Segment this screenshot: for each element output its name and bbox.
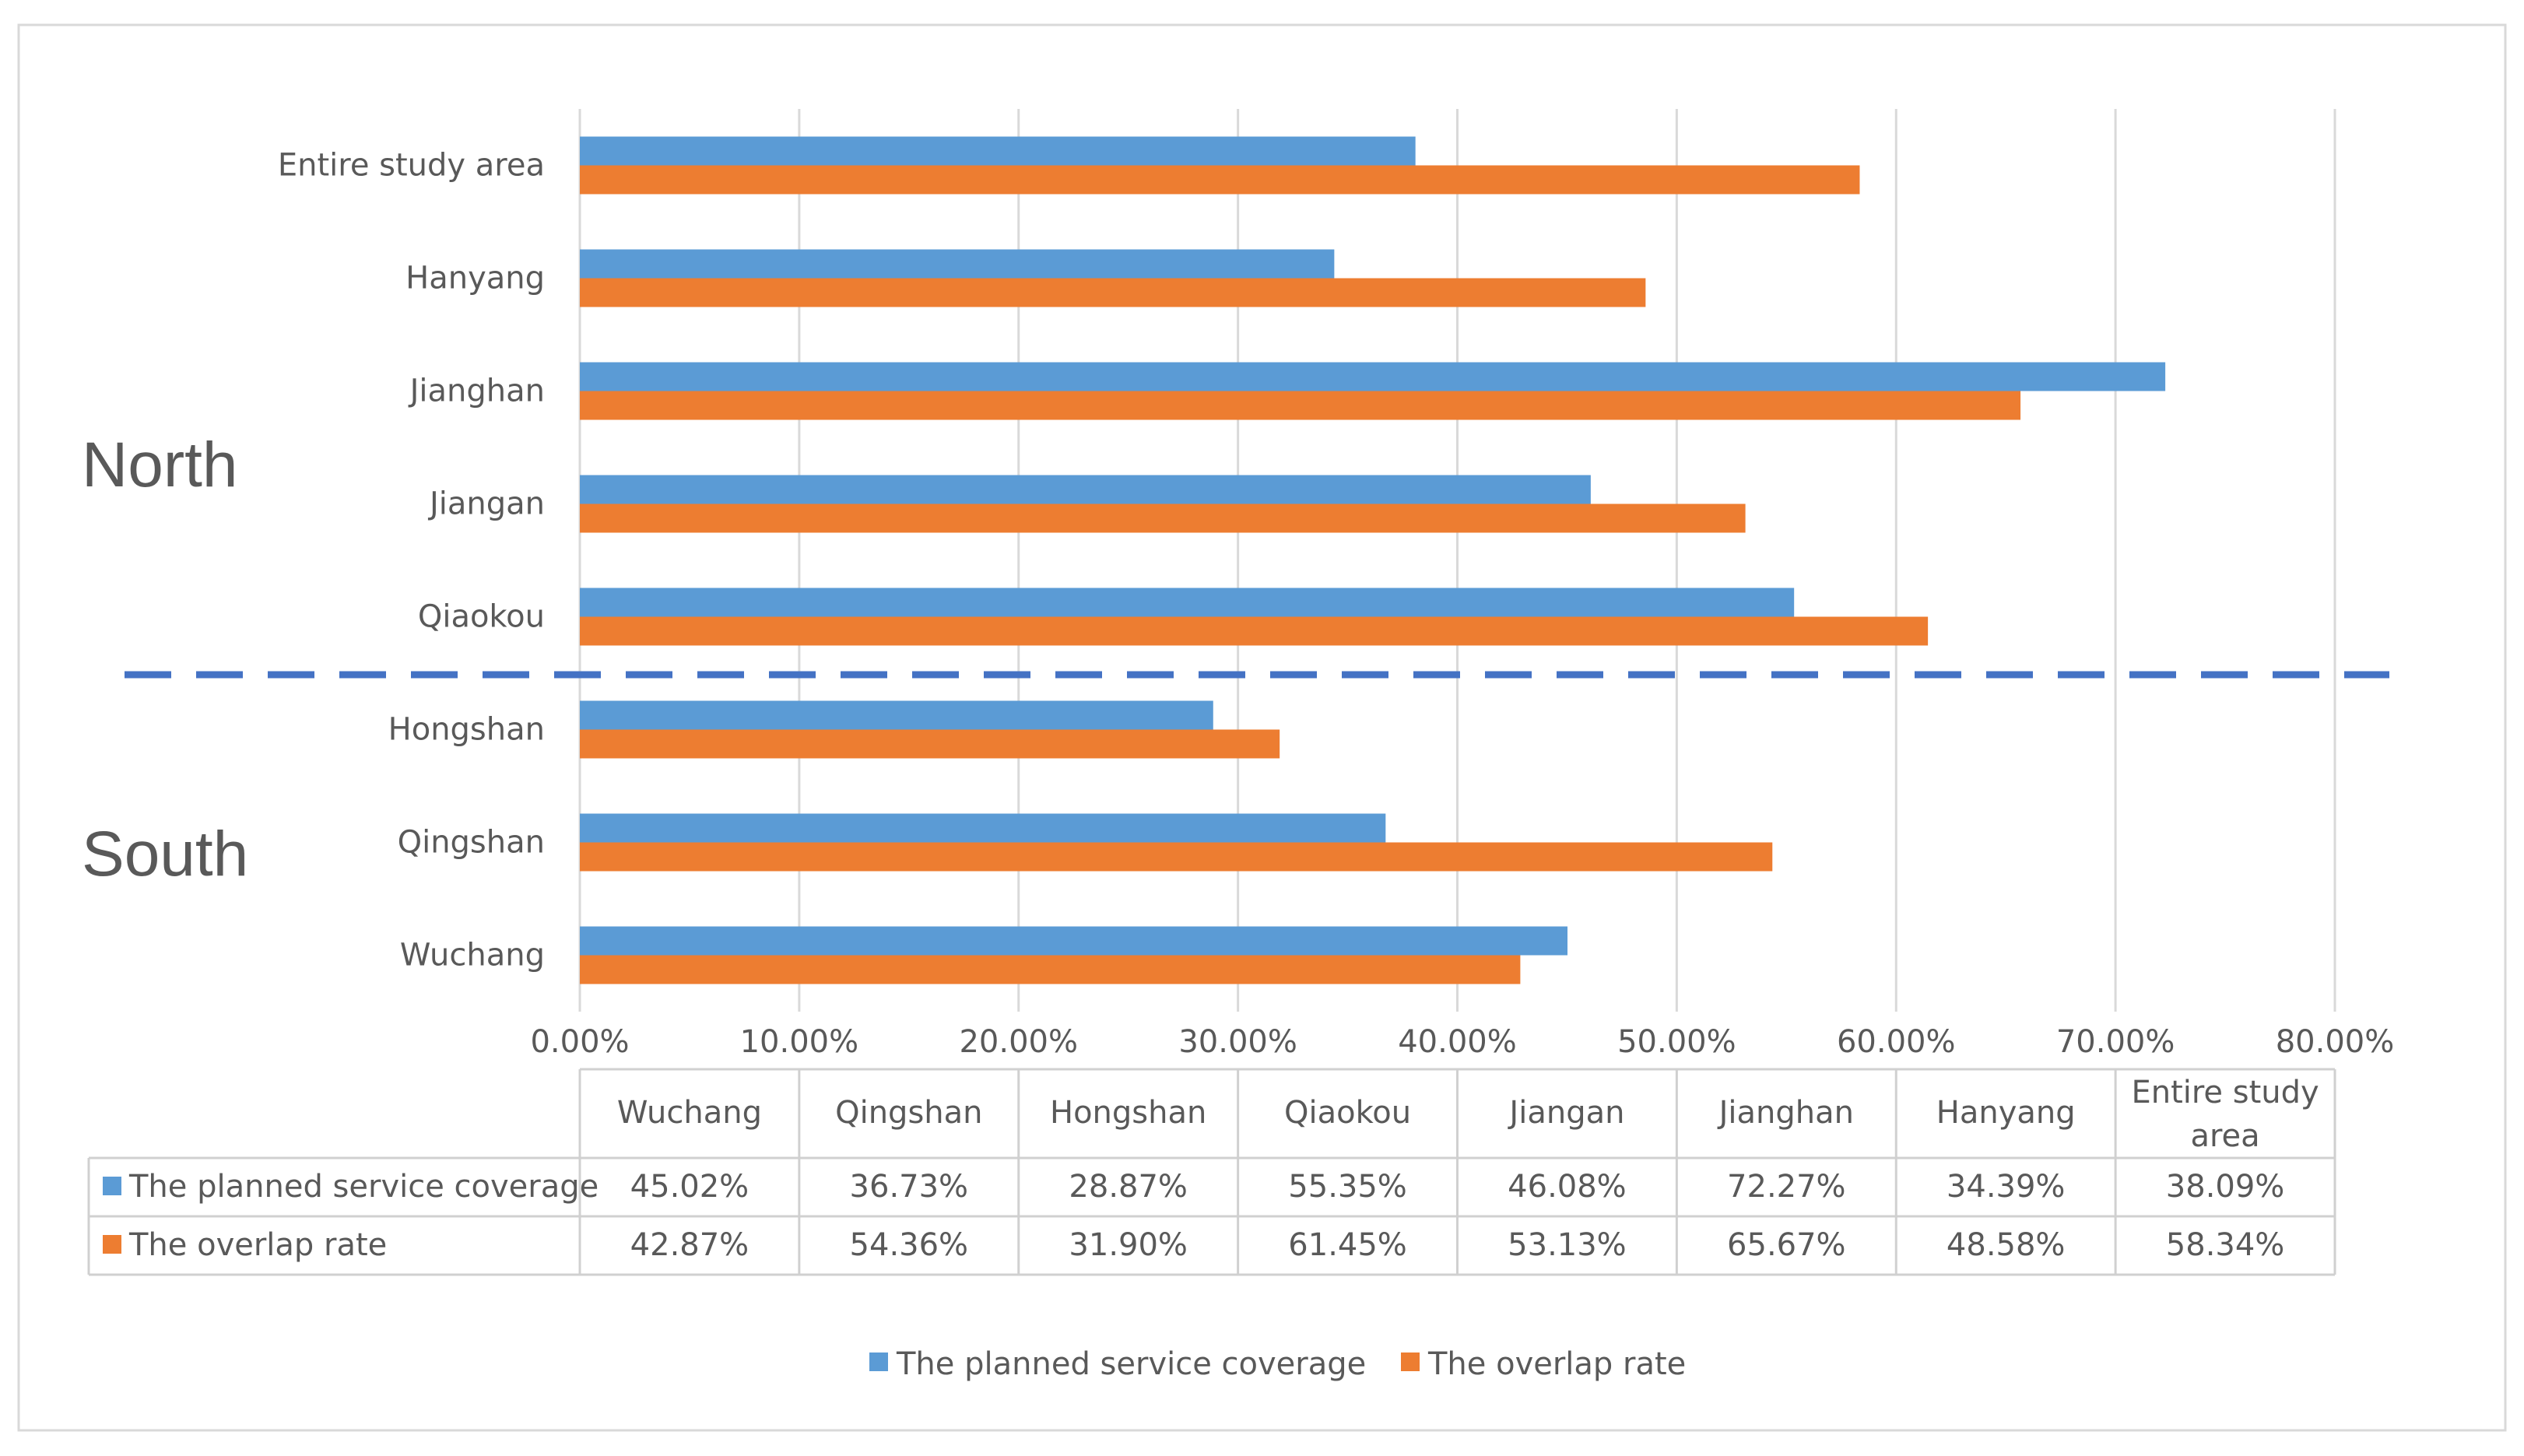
table-cell-entire-study-area: 58.34% (2166, 1227, 2285, 1263)
legend-label: The overlap rate (1427, 1346, 1686, 1382)
table-header-entire-study-area: Entire study (2131, 1075, 2319, 1110)
bar-coverage-qiaokou (580, 588, 1795, 617)
legend-item: The overlap rate (1401, 1346, 1686, 1382)
table-cell-entire-study-area: 38.09% (2166, 1169, 2285, 1205)
table-cell-qingshan: 36.73% (850, 1169, 969, 1205)
x-tick-label: 40.00% (1398, 1024, 1517, 1060)
legend: The planned service coverage The overlap … (869, 1346, 1686, 1382)
table-header-qingshan: Qingshan (835, 1095, 982, 1131)
legend-swatch (1401, 1353, 1420, 1371)
table-cell-qingshan: 54.36% (850, 1227, 969, 1263)
x-axis-ticks: 0.00% 10.00% 20.00% 30.00% 40.00% 50.00% 60.00… (530, 1024, 2394, 1060)
legend-swatch (869, 1353, 888, 1371)
table-cell-hanyang: 34.39% (1947, 1169, 2066, 1205)
table-header-entire-study-area: area (2190, 1118, 2259, 1154)
bar-coverage-qingshan (580, 813, 1386, 843)
table-legend-swatch (103, 1235, 121, 1254)
table-header-jiangan: Jiangan (1507, 1095, 1624, 1131)
category-label-entire-study-area: Entire study area (278, 148, 545, 184)
table-row-label: The planned service coverage (128, 1169, 599, 1205)
bar-overlap-hongshan (580, 729, 1280, 759)
x-tick-label: 50.00% (1617, 1024, 1736, 1060)
category-label-jianghan: Jianghan (408, 374, 545, 409)
table-header-wuchang: Wuchang (617, 1095, 762, 1131)
table-header-jianghan: Jianghan (1717, 1095, 1854, 1131)
data-table: Wuchang Qingshan Hongshan Qiaokou Jiangan Jia… (87, 1068, 2336, 1276)
table-cell-wuchang: 42.87% (630, 1227, 749, 1263)
category-label-qiaokou: Qiaokou (418, 599, 545, 635)
table-cell-qiaokou: 61.45% (1288, 1227, 1407, 1263)
table-cell-qiaokou: 55.35% (1288, 1169, 1407, 1205)
table-cell-jiangan: 53.13% (1508, 1227, 1627, 1263)
table-cell-jianghan: 72.27% (1727, 1169, 1846, 1205)
bar-overlap-jiangan (580, 503, 1746, 533)
x-tick-label: 20.00% (959, 1024, 1078, 1060)
bar-overlap-qingshan (580, 842, 1773, 872)
bars (580, 136, 2166, 984)
category-label-qingshan: Qingshan (398, 825, 545, 861)
category-label-hanyang: Hanyang (405, 261, 545, 296)
x-tick-label: 0.00% (530, 1024, 629, 1060)
x-tick-label: 10.00% (740, 1024, 859, 1060)
category-label-jiangan: Jiangan (427, 486, 545, 522)
table-cell-jiangan: 46.08% (1508, 1169, 1627, 1205)
table-cell-wuchang: 45.02% (630, 1169, 749, 1205)
table-row-label: The overlap rate (128, 1227, 387, 1263)
legend-label: The planned service coverage (896, 1346, 1366, 1382)
bar-overlap-qiaokou (580, 616, 1929, 646)
category-labels: Wuchang Qingshan Hongshan Qiaokou Jiangan Jia… (278, 148, 545, 974)
x-tick-label: 80.00% (2276, 1024, 2395, 1060)
table-header-hongshan: Hongshan (1050, 1095, 1206, 1131)
legend-item: The planned service coverage (869, 1346, 1366, 1382)
table-cell-jianghan: 65.67% (1727, 1227, 1846, 1263)
table-legend-swatch (103, 1177, 121, 1195)
bar-overlap-hanyang (580, 278, 1646, 307)
bar-coverage-hongshan (580, 700, 1213, 730)
x-tick-label: 60.00% (1837, 1024, 1956, 1060)
table-row: The planned service coverage 45.02% 36.73%… (103, 1169, 2284, 1205)
group-label-north: North (82, 430, 238, 500)
category-label-hongshan: Hongshan (388, 712, 545, 748)
bar-coverage-hanyang (580, 249, 1335, 279)
bar-overlap-jianghan (580, 391, 2021, 420)
bar-overlap-wuchang (580, 955, 1521, 984)
table-cell-hongshan: 31.90% (1069, 1227, 1188, 1263)
table-row: The overlap rate 42.87% 54.36% 31.90% 61.45%… (103, 1227, 2284, 1263)
bar-coverage-entire-study-area (580, 136, 1416, 166)
group-label-south: South (82, 819, 248, 889)
bar-coverage-jiangan (580, 475, 1591, 504)
bar-coverage-jianghan (580, 362, 2166, 391)
table-header-hanyang: Hanyang (1936, 1095, 2076, 1131)
bar-overlap-entire-study-area (580, 165, 1860, 195)
x-tick-label: 70.00% (2056, 1024, 2175, 1060)
table-cell-hanyang: 48.58% (1947, 1227, 2066, 1263)
table-header-qiaokou: Qiaokou (1284, 1095, 1411, 1131)
table-cell-hongshan: 28.87% (1069, 1169, 1188, 1205)
x-tick-label: 30.00% (1178, 1024, 1297, 1060)
bar-coverage-wuchang (580, 926, 1568, 956)
category-label-wuchang: Wuchang (400, 938, 545, 974)
